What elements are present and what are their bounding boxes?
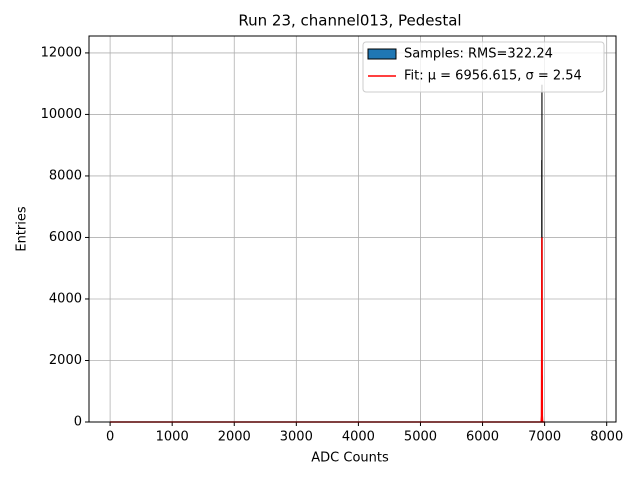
y-axis-label: Entries <box>15 206 30 252</box>
legend-label: Fit: μ = 6956.615, σ = 2.54 <box>404 69 582 84</box>
y-tick-label: 0 <box>74 415 82 430</box>
chart-title: Run 23, channel013, Pedestal <box>238 12 461 30</box>
x-tick-label: 8000 <box>590 430 623 445</box>
x-tick-label: 0 <box>106 430 114 445</box>
x-tick-label: 6000 <box>466 430 499 445</box>
y-tick-label: 10000 <box>41 107 82 122</box>
y-tick-label: 2000 <box>49 353 82 368</box>
y-tick-label: 8000 <box>49 168 82 183</box>
legend-swatch <box>367 48 397 60</box>
x-tick-label: 5000 <box>404 430 437 445</box>
fit-line <box>110 237 545 423</box>
y-tick-label: 6000 <box>49 230 82 245</box>
y-tick-label: 12000 <box>41 45 82 60</box>
legend-label: Samples: RMS=322.24 <box>404 47 553 62</box>
x-tick-label: 2000 <box>218 430 251 445</box>
x-tick-label: 7000 <box>528 430 561 445</box>
legend-box <box>362 41 605 93</box>
x-axis-label: ADC Counts <box>311 451 389 466</box>
x-tick-label: 1000 <box>156 430 189 445</box>
x-tick-label: 4000 <box>342 430 375 445</box>
plot-frame <box>88 35 617 423</box>
y-tick-label: 4000 <box>49 291 82 306</box>
x-tick-label: 3000 <box>280 430 313 445</box>
